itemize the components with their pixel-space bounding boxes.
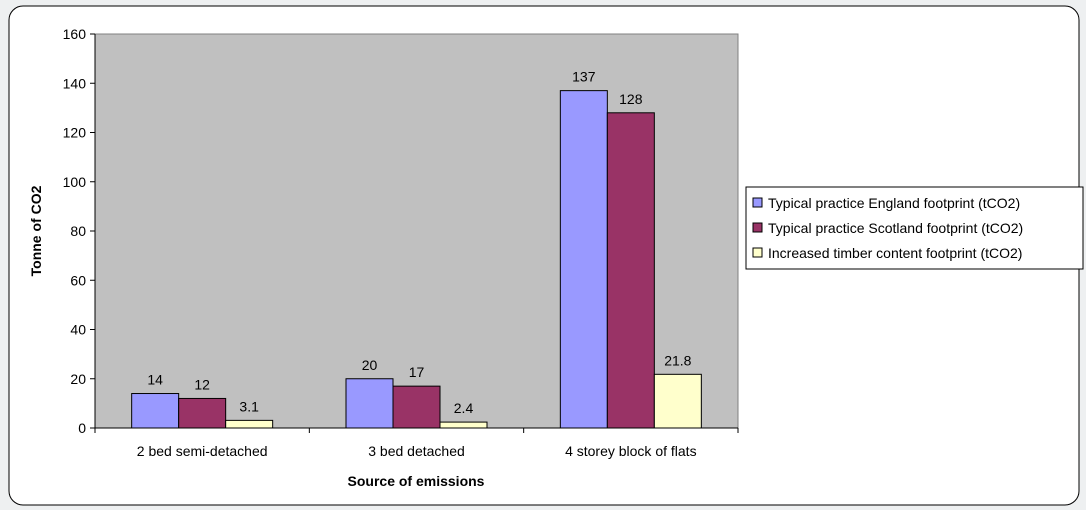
y-axis: 0 20 40 60 80 100 120 140 160 <box>63 26 96 436</box>
y-axis-title: Tonne of CO2 <box>28 185 44 276</box>
data-label: 2.4 <box>454 400 474 416</box>
bar <box>131 393 180 429</box>
data-label: 14 <box>147 372 163 388</box>
data-label: 128 <box>619 91 643 107</box>
y-tick-label: 160 <box>63 26 87 42</box>
y-tick-label: 80 <box>70 223 86 239</box>
bar <box>225 419 274 429</box>
data-label: 17 <box>409 364 425 380</box>
legend-swatch <box>752 247 763 258</box>
bar <box>439 421 488 429</box>
data-label: 137 <box>572 69 596 85</box>
data-label: 20 <box>362 357 378 373</box>
bar <box>653 373 702 429</box>
legend-box <box>745 186 1084 270</box>
legend-swatch <box>752 222 763 233</box>
bars-group <box>131 90 702 429</box>
data-labels-group: 14 20 137 12 17 128 3.1 2.4 21.8 <box>147 69 691 416</box>
y-tick-label: 100 <box>63 174 87 190</box>
data-label: 3.1 <box>239 398 259 414</box>
y-tick-label: 40 <box>70 322 86 338</box>
x-tick-label: 2 bed semi-detached <box>137 443 268 459</box>
y-tick-label: 140 <box>63 75 87 91</box>
x-tick-label: 4 storey block of flats <box>565 443 697 459</box>
y-tick-label: 120 <box>63 125 87 141</box>
x-axis: 2 bed semi-detached 3 bed detached 4 store… <box>94 427 739 459</box>
legend: Typical practice England footprint (tCO2… <box>752 195 1023 261</box>
x-axis-title: Source of emissions <box>348 473 485 489</box>
bar <box>345 378 394 429</box>
bar <box>606 112 655 429</box>
legend-label: Typical practice England footprint (tCO2… <box>768 195 1020 211</box>
y-tick-label: 20 <box>70 371 86 387</box>
data-label: 12 <box>194 376 210 392</box>
bar <box>559 90 608 429</box>
bar <box>178 397 227 429</box>
legend-label: Typical practice Scotland footprint (tCO… <box>768 220 1023 236</box>
data-label: 21.8 <box>664 352 691 368</box>
legend-swatch <box>752 197 763 208</box>
y-tick-label: 0 <box>78 420 86 436</box>
legend-label: Increased timber content footprint (tCO2… <box>768 245 1022 261</box>
y-tick-label: 60 <box>70 272 86 288</box>
x-tick-label: 3 bed detached <box>368 443 465 459</box>
bar <box>392 385 441 429</box>
